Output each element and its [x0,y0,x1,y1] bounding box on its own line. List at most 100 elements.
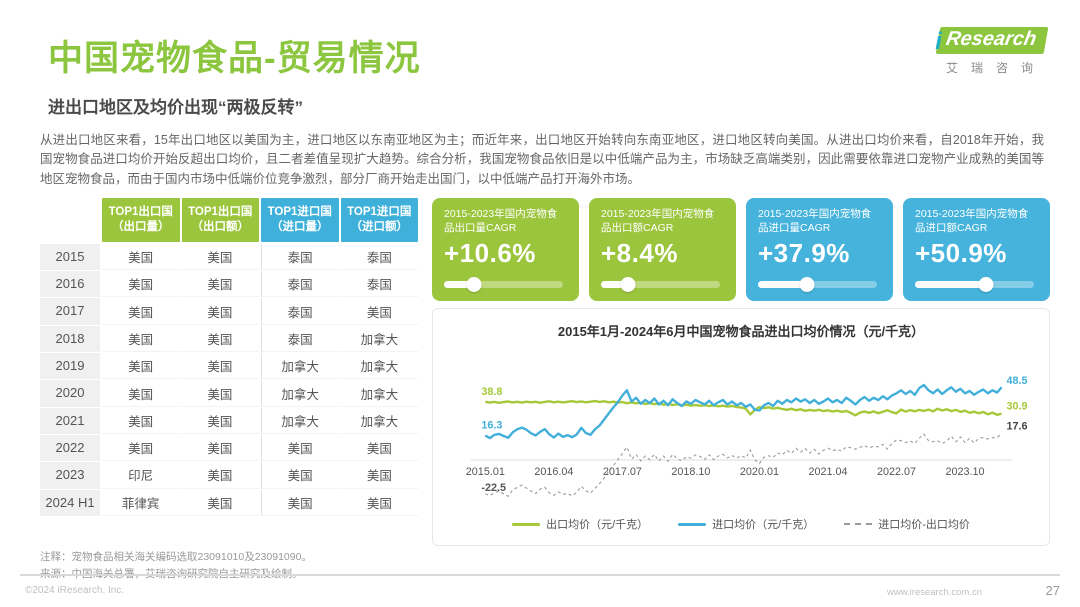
country-cell: 美国 [340,462,418,489]
legend-label: 进口均价-出口均价 [878,519,970,531]
header-sub: （出口量） [112,220,170,233]
card-value: +10.6% [444,238,536,269]
section-subtitle: 进出口地区及均价出现“两极反转” [48,98,303,117]
line-chart: 2015.01 2016.04 2017.07 2018.10 2020.01 2021.… [466,375,1028,498]
year-cell: 2016 [40,271,100,298]
page-number: 27 [1045,583,1060,598]
legend-item: 进口均价-出口均价 [844,516,970,532]
country-cell: 美国 [340,298,418,325]
value-label: 48.5 [1007,375,1028,387]
country-cell: 加拿大 [340,353,418,380]
country-cell: 美国 [181,435,259,462]
card-label: 2015-2023年国内宠物食品进口额CAGR [915,208,1029,235]
legend-label: 进口均价（元/千克） [712,519,815,531]
cagr-card: 2015-2023年国内宠物食品出口额CAGR +8.4% [589,198,736,301]
table-row: 2024 H1 菲律宾 美国 美国 美国 [40,489,418,516]
country-cell: 泰国 [260,243,339,271]
value-label: 30.9 [1007,401,1028,413]
country-cell: 加拿大 [340,408,418,434]
table-row: 2020 美国 美国 加拿大 加拿大 [40,380,418,407]
country-cell: 加拿大 [260,353,339,380]
year-cell: 2022 [40,434,100,462]
value-label: 38.8 [481,386,502,398]
iresearch-logo: i Research 艾瑞咨询 [894,26,1049,76]
x-tick-label: 2017.07 [603,466,642,478]
top1-country-table: TOP1出口国 （出口量） TOP1出口国 （出口额） TOP1进口国 （进口量） TOP1… [40,198,418,517]
cagr-cards: 2015-2023年国内宠物食品出口量CAGR +10.6% 2015-2023年国… [432,198,1050,301]
value-label: 16.3 [481,419,502,431]
page-title: 中国宠物食品-贸易情况 [48,39,421,78]
country-cell: 美国 [181,298,259,325]
legend-swatch [844,523,873,525]
copyright-text: ©2024 iResearch. Inc. [25,585,125,596]
value-label: 17.6 [1007,421,1028,433]
table-row: 2021 美国 美国 加拿大 加拿大 [40,407,418,434]
year-cell: 2023 [40,462,100,489]
value-label: -22.5 [481,482,506,494]
card-value: +37.9% [758,238,850,269]
country-cell: 美国 [260,489,339,516]
slider-track [601,281,720,289]
country-cell: 美国 [102,298,180,325]
slider-track [444,281,563,289]
year-cell: 2021 [40,407,100,434]
card-slider [915,277,1038,293]
logo-chinese-name: 艾瑞咨询 [945,61,1046,75]
cagr-card: 2015-2023年国内宠物食品进口量CAGR +37.9% [746,198,893,301]
country-cell: 美国 [181,490,259,516]
country-cell: 美国 [102,408,180,434]
footnote-note: 注释：宠物食品相关海关编码选取23091010及23091090。 [40,551,312,563]
slider-track [758,281,877,289]
slider-fill [444,281,474,289]
table-row: 2018 美国 美国 泰国 加拿大 [40,325,418,353]
x-tick-label: 2016.04 [534,466,573,478]
footnotes: 注释：宠物食品相关海关编码选取23091010及23091090。 来源：中国海… [40,549,312,584]
table-header-cell: TOP1出口国 （出口量） [102,198,180,242]
header-title: TOP1出口国 [108,206,173,218]
card-value: +50.9% [915,238,1007,269]
x-tick-label: 2015.01 [466,466,505,478]
header-sub: （出口额） [191,220,250,233]
country-cell: 美国 [102,271,180,298]
country-cell: 泰国 [260,325,339,353]
country-cell: 泰国 [260,298,339,325]
table-row: 2016 美国 美国 泰国 泰国 [40,271,418,298]
header-title: TOP1出口国 [188,206,253,218]
slider-handle [799,277,815,293]
x-tick-label: 2022.07 [877,466,916,478]
x-tick-label: 2021.04 [808,466,847,478]
year-cell: 2024 H1 [40,489,100,516]
table-row: 2015 美国 美国 泰国 泰国 [40,243,418,271]
year-cell: 2019 [40,353,100,380]
country-cell: 泰国 [260,271,339,298]
header-sub: （进口量） [271,220,329,233]
x-tick-label: 2023.10 [946,466,985,478]
header-title: TOP1进口国 [267,206,332,218]
table-header-row: TOP1出口国 （出口量） TOP1出口国 （出口额） TOP1进口国 （进口量） TOP1… [40,198,418,242]
card-slider [444,277,567,293]
year-cell: 2015 [40,243,100,271]
table-body: 2015 美国 美国 泰国 泰国 2016 美国 美国 泰国 泰国 2017 美国 美国 泰国 美国 2018… [40,243,418,516]
country-cell: 美国 [102,380,180,407]
slider-fill [758,281,808,289]
country-cell: 美国 [181,271,259,298]
country-cell: 美国 [102,435,180,462]
cagr-card: 2015-2023年国内宠物食品进口额CAGR +50.9% [903,198,1050,301]
country-cell: 美国 [181,462,259,489]
country-cell: 泰国 [340,244,418,271]
card-label: 2015-2023年国内宠物食品进口量CAGR [758,208,872,235]
table-row: 2019 美国 美国 加拿大 加拿大 [40,353,418,380]
header-title: TOP1进口国 [347,206,412,218]
slider-fill [915,281,987,289]
country-cell: 加拿大 [260,380,339,407]
country-cell: 美国 [102,353,180,380]
header-sub: （进口额） [350,220,409,233]
legend-swatch [512,522,541,526]
card-label: 2015-2023年国内宠物食品出口量CAGR [444,208,558,235]
website-url: www.iresearch.com.cn [886,587,982,598]
table-row: 2017 美国 美国 泰国 美国 [40,298,418,325]
legend-swatch [678,522,707,526]
year-cell: 2018 [40,325,100,353]
country-cell: 印尼 [102,462,180,489]
